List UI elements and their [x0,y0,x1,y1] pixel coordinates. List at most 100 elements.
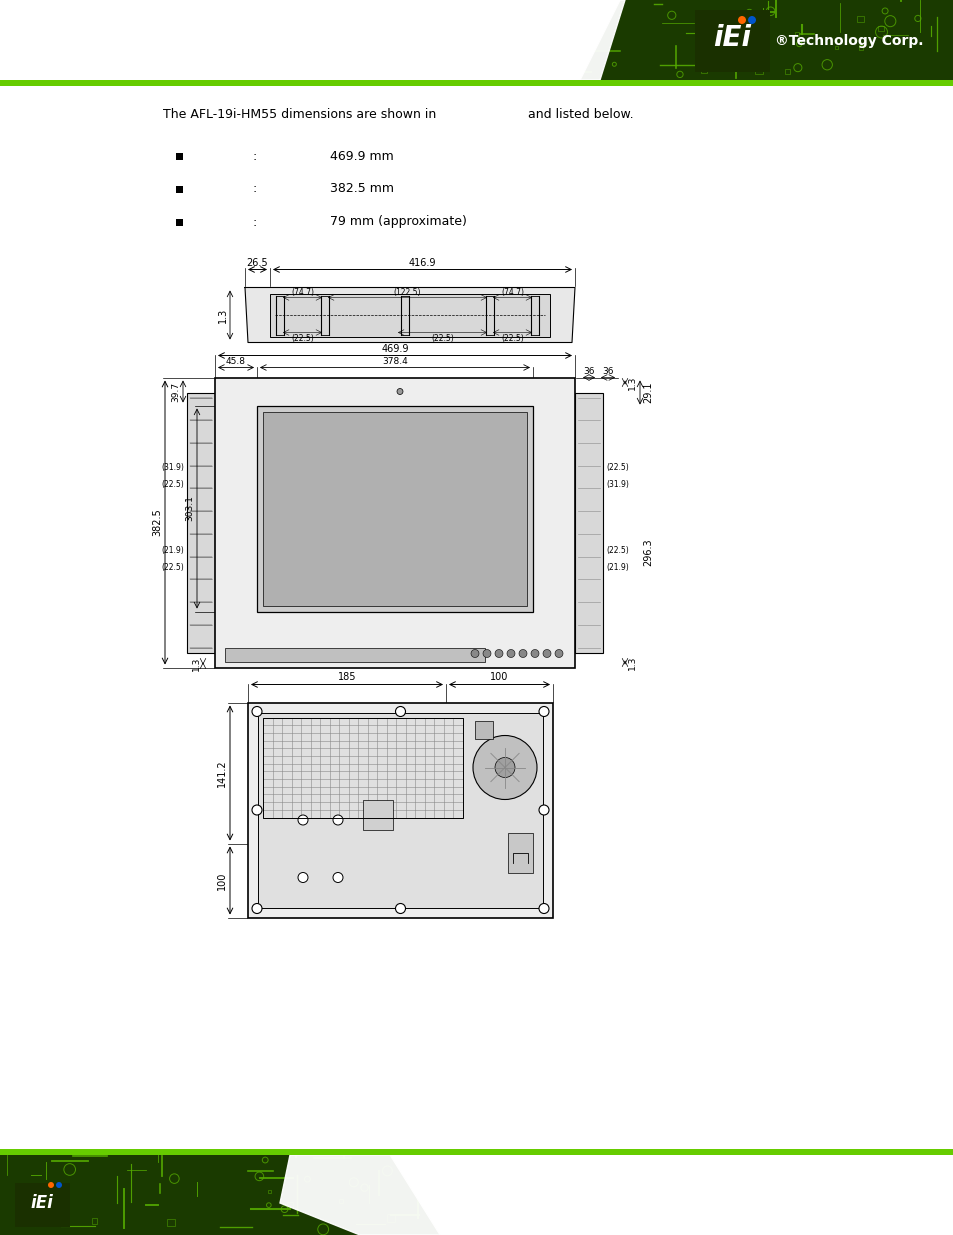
Text: 185: 185 [337,673,355,683]
Circle shape [473,736,537,799]
Circle shape [538,706,548,716]
Bar [214,378,575,667]
Bar [256,405,533,611]
Bar [755,67,761,74]
Polygon shape [280,1155,490,1235]
Bar [0,0,953,80]
Bar [475,720,493,739]
Bar [657,1215,663,1221]
Text: (74.7): (74.7) [500,288,523,296]
Polygon shape [245,288,575,342]
Text: (122.5): (122.5) [394,288,421,296]
Circle shape [518,650,526,657]
Circle shape [252,706,262,716]
Text: 100: 100 [216,872,227,889]
Bar [659,1225,662,1229]
Bar [469,1210,472,1213]
Text: 29.1: 29.1 [642,382,652,404]
Text: 100: 100 [490,673,508,683]
Bar [0,80,953,86]
Text: 1.3: 1.3 [627,656,637,669]
Text: :: : [253,149,257,163]
Text: 36: 36 [582,367,594,375]
Bar [695,10,769,72]
Bar [263,718,462,818]
Text: and listed below.: and listed below. [527,107,633,121]
Text: 39.7: 39.7 [171,382,180,401]
Bar [34,1184,40,1191]
Text: 469.9 mm: 469.9 mm [330,149,394,163]
Text: 45.8: 45.8 [226,357,246,366]
Circle shape [395,706,405,716]
Polygon shape [530,0,624,80]
Bar [700,68,706,73]
Text: 36: 36 [601,367,613,375]
Text: 1.3: 1.3 [192,656,201,671]
Circle shape [56,1182,62,1188]
Bar [858,46,862,49]
Bar [81,63,88,70]
Text: 378.4: 378.4 [382,357,408,366]
Text: 26.5: 26.5 [247,258,268,268]
Bar [89,57,95,63]
Text: (31.9): (31.9) [605,480,628,489]
Bar [175,219,183,226]
Bar [834,46,838,49]
Circle shape [738,16,745,23]
Text: :: : [253,215,257,228]
Circle shape [531,650,538,657]
Text: 79 mm (approximate): 79 mm (approximate) [330,215,466,228]
Circle shape [471,650,478,657]
Bar [263,411,526,605]
Bar [91,1218,97,1224]
Text: (31.9): (31.9) [161,463,184,472]
Bar [287,1202,293,1208]
Circle shape [506,650,515,657]
Text: (21.9): (21.9) [161,546,184,555]
Circle shape [48,1182,54,1188]
Bar [507,832,533,872]
Bar [454,70,456,73]
Bar [363,800,393,830]
Bar [794,32,798,36]
Bar [267,1189,271,1193]
Text: iEi: iEi [30,1194,53,1212]
Bar [281,61,284,63]
Text: (22.5): (22.5) [500,333,523,342]
Bar [175,153,183,161]
Bar [252,35,259,42]
Text: ®Technology Corp.: ®Technology Corp. [774,35,923,48]
Text: 416.9: 416.9 [408,258,436,268]
Bar [0,1149,953,1155]
Circle shape [747,16,755,23]
Circle shape [495,757,515,778]
Text: (74.7): (74.7) [291,288,314,296]
Text: 469.9: 469.9 [381,343,408,353]
Bar [293,48,297,53]
Circle shape [542,650,551,657]
Circle shape [333,872,343,883]
Bar [878,26,883,31]
Bar [0,86,953,1149]
Circle shape [333,815,343,825]
Bar [387,1214,395,1223]
Text: iEi: iEi [713,23,751,52]
Bar [257,713,542,908]
Circle shape [538,904,548,914]
Circle shape [252,805,262,815]
Text: (22.5): (22.5) [161,480,184,489]
Text: (22.5): (22.5) [605,546,628,555]
Text: (22.5): (22.5) [605,463,628,472]
Bar [225,647,484,662]
Text: 382.5: 382.5 [152,509,162,536]
Bar [315,65,321,72]
Bar [187,393,214,652]
Bar [270,294,550,336]
Bar [0,1155,953,1235]
Bar [575,393,602,652]
Text: 141.2: 141.2 [216,760,227,787]
Text: (22.5): (22.5) [161,563,184,572]
Text: 296.3: 296.3 [642,538,652,567]
Circle shape [482,650,491,657]
Text: 1.3: 1.3 [218,308,228,322]
